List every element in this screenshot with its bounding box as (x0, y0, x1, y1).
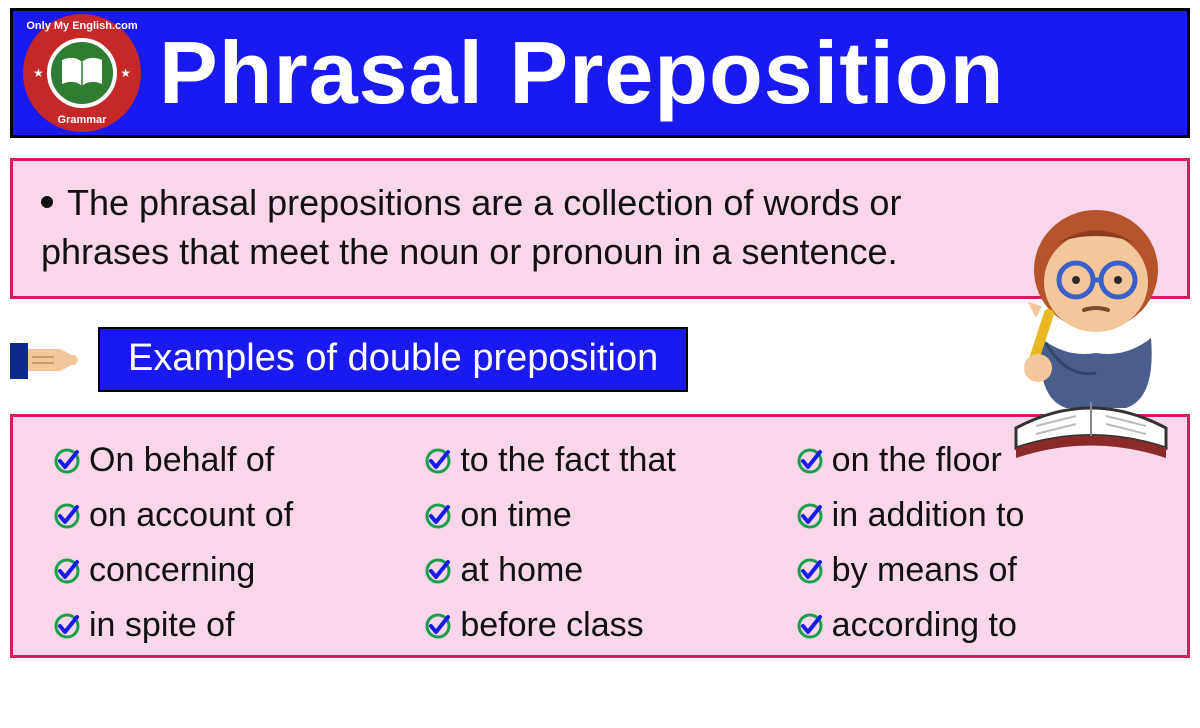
example-item: in addition to (796, 496, 1157, 535)
example-text: to the fact that (460, 441, 675, 480)
example-item: before class (424, 606, 785, 645)
header-banner: Only My English.com ★ ★ Grammar Phrasal … (10, 8, 1190, 138)
example-text: On behalf of (89, 441, 274, 480)
star-icon: ★ (120, 66, 131, 80)
badge-inner-circle (47, 38, 117, 108)
book-icon (60, 56, 104, 90)
example-text: on account of (89, 496, 293, 535)
definition-text: The phrasal prepositions are a collectio… (41, 179, 1001, 276)
page-title: Phrasal Preposition (159, 22, 1004, 124)
example-text: according to (832, 606, 1017, 645)
example-item: concerning (53, 551, 414, 590)
example-text: in addition to (832, 496, 1025, 535)
student-illustration (976, 178, 1200, 468)
pointing-hand-icon (10, 333, 80, 387)
definition-content: The phrasal prepositions are a collectio… (41, 182, 901, 272)
star-icon: ★ (33, 66, 44, 80)
example-text: at home (460, 551, 583, 590)
example-item: on time (424, 496, 785, 535)
example-text: on time (460, 496, 572, 535)
badge-top-text: Only My English.com (23, 20, 141, 32)
example-text: in spite of (89, 606, 235, 645)
example-item: at home (424, 551, 785, 590)
logo-badge: Only My English.com ★ ★ Grammar (23, 14, 141, 132)
examples-subheader: Examples of double preposition (98, 327, 688, 392)
example-text: concerning (89, 551, 255, 590)
example-item: by means of (796, 551, 1157, 590)
example-item: in spite of (53, 606, 414, 645)
example-item: according to (796, 606, 1157, 645)
badge-bottom-text: Grammar (23, 114, 141, 126)
example-text: before class (460, 606, 643, 645)
example-item: On behalf of (53, 441, 414, 480)
example-item: on account of (53, 496, 414, 535)
example-text: by means of (832, 551, 1017, 590)
example-item: to the fact that (424, 441, 785, 480)
bullet-icon (41, 196, 53, 208)
